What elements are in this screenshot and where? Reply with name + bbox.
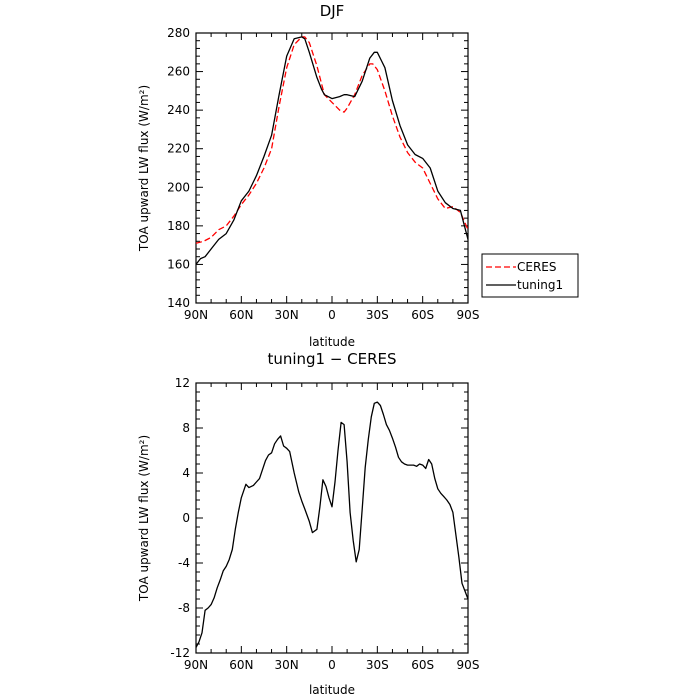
top-x-tick-label: 60S [411,308,434,322]
top-x-tick-label: 0 [328,308,336,322]
top-y-tick-label: 220 [167,142,190,156]
bottom-x-tick-label: 90S [457,658,480,672]
bottom-y-tick-label: 0 [182,511,190,525]
top-series-line-ceres [195,36,469,244]
top-y-axis-label: TOA upward LW flux (W/m²) [137,85,151,252]
bottom-y-tick-label: -4 [178,556,190,570]
bottom-y-tick-label: 4 [182,466,190,480]
top-y-tick-label: 260 [167,65,190,79]
top-x-axis-label: latitude [309,335,355,349]
bottom-panel: tuning1 − CERES 90N 60N 30N 0 30S 60S 90S -12 -8… [137,350,479,697]
top-plot-frame [195,32,469,304]
top-x-tick-label: 30S [366,308,389,322]
bottom-x-tick-label: 30N [275,658,299,672]
top-y-tick-label: 140 [167,296,190,310]
bottom-x-tick-label: 60S [411,658,434,672]
top-series-line-tuning1 [195,36,469,265]
bottom-x-tick-label: 60N [229,658,253,672]
top-x-tick-label: 60N [229,308,253,322]
bottom-x-axis-label: latitude [309,683,355,697]
bottom-series-line-0 [195,401,469,648]
top-y-tick-label: 160 [167,257,190,271]
bottom-y-tick-label: -8 [178,601,190,615]
bottom-x-tick-label: 90N [184,658,208,672]
top-y-tick-label: 240 [167,103,190,117]
bottom-y-tick-label: 8 [182,421,190,435]
top-x-tick-label: 90N [184,308,208,322]
top-chart-title: DJF [320,2,345,20]
bottom-y-tick-label: 12 [175,376,190,390]
top-y-tick-label: 280 [167,26,190,40]
bottom-y-tick-label: -12 [170,646,190,660]
legend-label-ceres: CERES [517,260,557,274]
top-panel: DJF 90N 60N 30N 0 30S 60S 90S 140 160 180 200 220 24… [137,2,479,349]
top-x-tick-label: 90S [457,308,480,322]
top-x-tick-label: 30N [275,308,299,322]
legend-label-tuning1: tuning1 [517,278,563,292]
bottom-y-axis-label: TOA upward LW flux (W/m²) [137,435,151,602]
top-y-tick-label: 180 [167,219,190,233]
top-y-tick-label: 200 [167,180,190,194]
legend: CERES tuning1 [481,253,579,298]
bottom-chart-title: tuning1 − CERES [267,350,396,368]
bottom-x-tick-label: 0 [328,658,336,672]
bottom-x-tick-label: 30S [366,658,389,672]
legend-box [481,253,579,298]
